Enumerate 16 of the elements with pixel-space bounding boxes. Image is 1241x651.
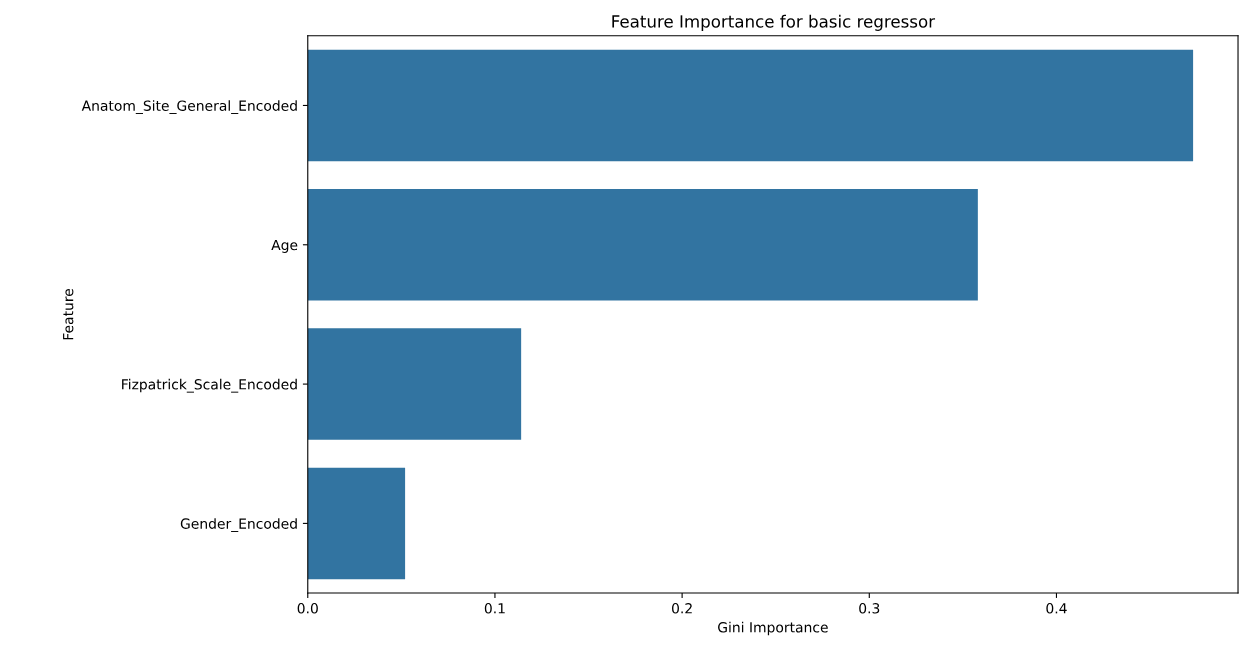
x-tick-label: 0.0 bbox=[297, 603, 318, 614]
x-axis-title: Gini Importance bbox=[718, 621, 828, 636]
bar bbox=[307, 49, 1194, 162]
y-tick-label: Age bbox=[271, 239, 298, 253]
chart-title: Feature Importance for basic regressor bbox=[612, 14, 936, 31]
bar bbox=[307, 189, 978, 301]
x-tick-label: 0.2 bbox=[671, 603, 692, 614]
y-axis-title: Feature bbox=[63, 288, 74, 340]
x-tick-label: 0.4 bbox=[1046, 603, 1067, 614]
x-tick-label: 0.3 bbox=[859, 603, 880, 614]
x-tick-label: 0.1 bbox=[484, 603, 505, 614]
bar bbox=[307, 467, 406, 580]
y-tick-label: Fizpatrick_Scale_Encoded bbox=[122, 378, 297, 393]
y-tick-label: Anatom_Site_General_Encoded bbox=[81, 100, 297, 115]
y-tick-label: Gender_Encoded bbox=[180, 518, 297, 532]
bar bbox=[307, 328, 522, 440]
